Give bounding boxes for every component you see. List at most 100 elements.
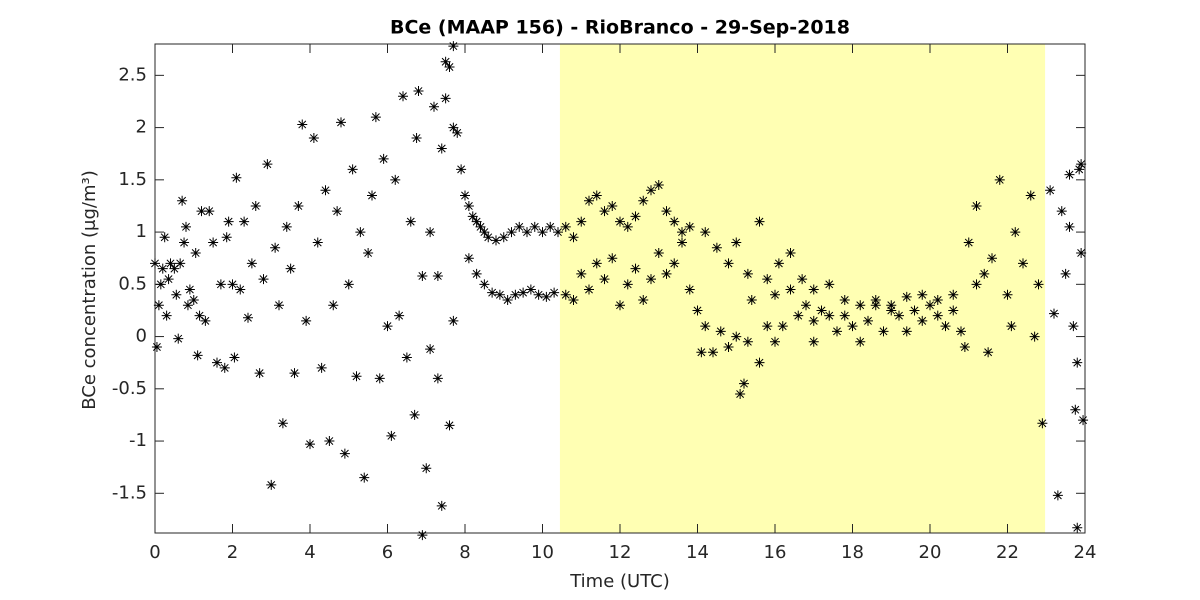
data-point bbox=[359, 472, 370, 483]
y-tick-label: 2.5 bbox=[118, 64, 147, 85]
x-tick-label: 16 bbox=[764, 542, 787, 563]
data-point bbox=[316, 362, 327, 373]
data-point bbox=[370, 112, 381, 123]
data-point bbox=[870, 300, 881, 311]
data-point bbox=[584, 284, 594, 295]
data-point bbox=[979, 268, 990, 279]
data-point bbox=[801, 300, 811, 311]
y-axis-label: BCe concentration (μg/m³) bbox=[79, 170, 100, 410]
data-point bbox=[475, 221, 486, 232]
data-point bbox=[502, 294, 513, 305]
data-point bbox=[1074, 164, 1085, 175]
data-point bbox=[553, 227, 563, 238]
data-point bbox=[773, 258, 784, 269]
data-point bbox=[448, 315, 459, 326]
data-point bbox=[522, 227, 532, 238]
data-point bbox=[793, 310, 804, 321]
data-point bbox=[343, 279, 354, 290]
data-point bbox=[483, 232, 494, 243]
data-point bbox=[824, 279, 835, 290]
data-point bbox=[607, 200, 618, 211]
data-point bbox=[440, 93, 451, 104]
data-point bbox=[382, 321, 393, 332]
data-point bbox=[932, 310, 943, 321]
data-point bbox=[808, 284, 819, 295]
data-point bbox=[1064, 221, 1075, 232]
data-point bbox=[886, 305, 897, 316]
data-point bbox=[200, 315, 211, 326]
data-point bbox=[630, 263, 641, 274]
data-point bbox=[301, 315, 312, 326]
data-point bbox=[770, 336, 780, 347]
data-point bbox=[742, 268, 753, 279]
data-point bbox=[204, 206, 215, 217]
y-tick-label: -1 bbox=[129, 430, 147, 451]
data-point bbox=[994, 174, 1005, 185]
data-point bbox=[661, 206, 672, 217]
data-point bbox=[1060, 268, 1071, 279]
data-point bbox=[491, 235, 501, 246]
data-point bbox=[1002, 289, 1013, 300]
data-point bbox=[855, 300, 866, 311]
data-point bbox=[394, 310, 405, 321]
data-point bbox=[1070, 404, 1081, 415]
data-point bbox=[832, 326, 842, 337]
data-point bbox=[1064, 169, 1075, 180]
x-tick-label: 20 bbox=[919, 542, 942, 563]
data-point bbox=[537, 227, 548, 238]
x-tick-label: 0 bbox=[149, 542, 160, 563]
data-point bbox=[367, 190, 377, 201]
data-point bbox=[159, 232, 170, 243]
data-point bbox=[179, 237, 190, 248]
chart-title: BCe (MAAP 156) - RioBranco - 29-Sep-2018 bbox=[390, 17, 850, 39]
data-point bbox=[762, 274, 773, 285]
data-point bbox=[165, 258, 176, 269]
data-point bbox=[411, 133, 422, 144]
data-point bbox=[568, 294, 579, 305]
data-point bbox=[959, 342, 970, 353]
data-point bbox=[615, 300, 625, 311]
data-point bbox=[932, 294, 943, 305]
data-point bbox=[243, 312, 253, 323]
data-point bbox=[568, 232, 579, 243]
highlight-band bbox=[559, 44, 1046, 533]
data-point bbox=[584, 195, 594, 206]
data-point bbox=[421, 463, 432, 474]
data-point bbox=[510, 289, 521, 300]
data-point bbox=[363, 247, 374, 258]
data-point bbox=[599, 206, 610, 217]
data-point bbox=[746, 294, 757, 305]
data-point bbox=[808, 315, 819, 326]
data-point bbox=[506, 227, 517, 238]
data-point bbox=[262, 159, 273, 170]
data-point bbox=[194, 310, 205, 321]
y-tick-label: -0.5 bbox=[112, 378, 147, 399]
data-point bbox=[723, 258, 734, 269]
data-point bbox=[630, 211, 641, 222]
data-point bbox=[1049, 308, 1059, 319]
data-point bbox=[215, 279, 226, 290]
data-point bbox=[440, 56, 451, 67]
data-point bbox=[289, 368, 300, 379]
data-point bbox=[208, 237, 219, 248]
x-axis-label: Time (UTC) bbox=[569, 571, 670, 592]
data-point bbox=[409, 409, 420, 420]
data-point bbox=[151, 342, 162, 353]
data-point bbox=[401, 352, 412, 363]
data-point bbox=[808, 336, 819, 347]
data-point bbox=[646, 185, 656, 196]
data-point bbox=[956, 326, 966, 337]
x-tick-label: 4 bbox=[304, 542, 315, 563]
data-point bbox=[229, 352, 240, 363]
data-point bbox=[1052, 490, 1063, 501]
data-point bbox=[653, 247, 664, 258]
data-point bbox=[277, 418, 288, 429]
data-point bbox=[171, 289, 182, 300]
data-point bbox=[518, 287, 529, 298]
data-point bbox=[770, 289, 780, 300]
data-point bbox=[274, 300, 284, 311]
data-point bbox=[1006, 321, 1017, 332]
data-point bbox=[336, 117, 346, 128]
data-point bbox=[638, 294, 649, 305]
data-point bbox=[917, 315, 928, 326]
